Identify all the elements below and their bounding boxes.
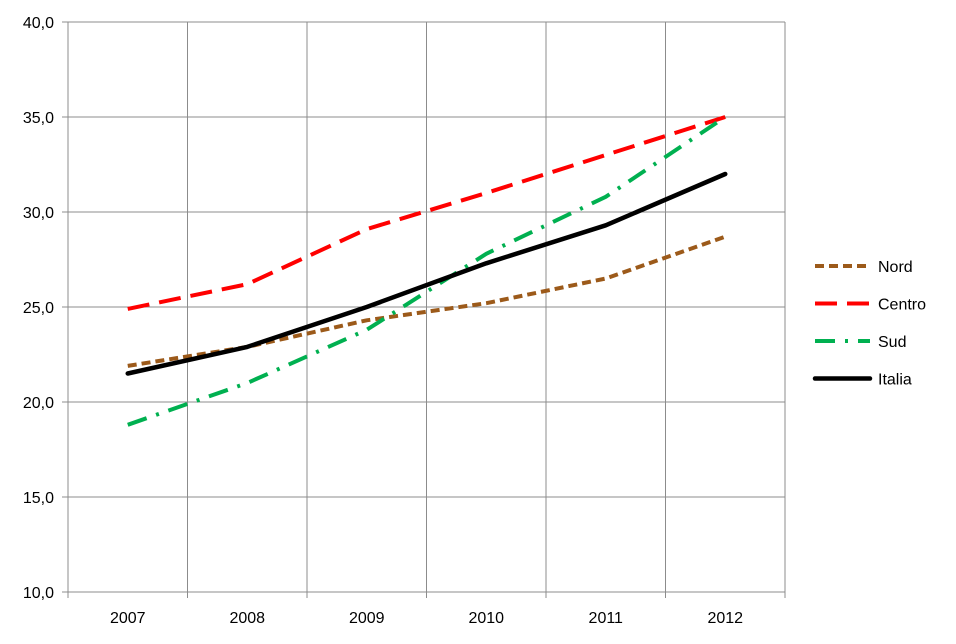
x-tick-label: 2012 — [707, 610, 743, 627]
data-point-italia — [486, 263, 487, 264]
data-point-centro — [486, 193, 487, 194]
data-point-sud — [247, 383, 248, 384]
data-point-sud — [486, 253, 487, 254]
legend: Nord Centro Sud Italia — [812, 259, 926, 389]
legend-label-centro: Centro — [878, 297, 926, 314]
data-point-centro — [605, 155, 606, 156]
data-point-italia — [127, 373, 128, 374]
data-point-nord — [366, 320, 367, 321]
data-point-sud — [725, 117, 726, 118]
legend-label-italia: Italia — [878, 372, 912, 389]
legend-label-sud: Sud — [878, 334, 906, 351]
data-point-italia — [605, 225, 606, 226]
y-tick-label: 10,0 — [23, 585, 54, 602]
data-point-centro — [127, 308, 128, 309]
data-point-italia — [247, 346, 248, 347]
series-lines — [125, 115, 728, 427]
y-tick-label: 20,0 — [23, 395, 54, 412]
data-point-centro — [366, 229, 367, 230]
data-point-sud — [366, 329, 367, 330]
data-point-sud — [605, 196, 606, 197]
data-point-nord — [725, 236, 726, 237]
series-line-centro — [127, 115, 726, 311]
x-tick-label: 2007 — [110, 610, 146, 627]
y-tick-label: 15,0 — [23, 490, 54, 507]
series-line-sud — [127, 115, 727, 427]
x-axis-ticks: 2007 2008 2009 2010 2011 2012 — [67, 592, 786, 627]
y-tick-label: 30,0 — [23, 205, 54, 222]
data-point-italia — [366, 307, 367, 308]
series-line-italia — [125, 171, 728, 376]
y-tick-label: 40,0 — [23, 15, 54, 32]
data-point-centro — [247, 284, 248, 285]
data-point-nord — [127, 365, 128, 366]
data-point-italia — [725, 174, 726, 175]
y-tick-label: 35,0 — [23, 110, 54, 127]
x-tick-label: 2009 — [349, 610, 385, 627]
data-point-nord — [605, 278, 606, 279]
data-point-nord — [486, 303, 487, 304]
legend-label-nord: Nord — [878, 259, 913, 276]
x-tick-label: 2010 — [468, 610, 504, 627]
x-tick-label: 2008 — [229, 610, 265, 627]
data-point-sud — [127, 424, 128, 425]
grid-lines — [68, 21, 786, 592]
y-tick-label: 25,0 — [23, 300, 54, 317]
y-axis-ticks: 10,0 15,0 20,0 25,0 30,0 35,0 40,0 — [23, 15, 68, 602]
x-tick-label: 2011 — [589, 610, 624, 627]
